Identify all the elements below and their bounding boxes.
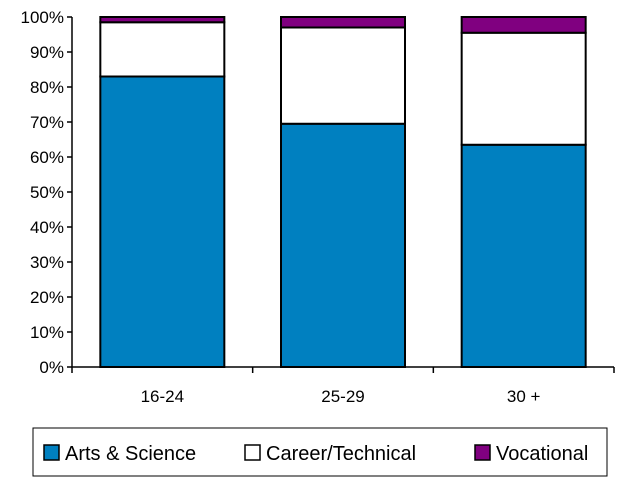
axes-group: 0% 10% 20% 30% 40% 50% 60% 70% 80% 90% 100% 16-24 25… — [21, 8, 615, 406]
x-tick-label: 30 + — [507, 387, 541, 406]
y-tick-label: 60% — [30, 148, 64, 167]
bar-segment-1-3 — [460, 143, 587, 368]
legend-swatch — [244, 444, 261, 461]
y-tick-label: 50% — [30, 183, 64, 202]
bar-segment-2-1 — [99, 21, 226, 78]
legend-label: Career/Technical — [266, 443, 416, 465]
y-tick-label: 10% — [30, 323, 64, 342]
bar-segment-3-1 — [99, 16, 226, 24]
bars-group — [99, 16, 587, 368]
bar-segment-1-1 — [99, 75, 226, 368]
bar-segment-2-2 — [280, 26, 406, 125]
bar-segment-3-3 — [460, 16, 587, 34]
legend-label: Arts & Science — [65, 443, 196, 465]
y-tick-label: 70% — [30, 113, 64, 132]
legend-box — [32, 427, 608, 477]
y-tick-label: 30% — [30, 253, 64, 272]
bar-segment-3-2 — [280, 16, 406, 29]
legend-label: Vocational — [496, 443, 588, 465]
legend-swatch — [474, 444, 491, 461]
y-tick-label: 40% — [30, 218, 64, 237]
x-tick-label: 25-29 — [321, 387, 364, 406]
y-tick-label: 90% — [30, 43, 64, 62]
y-tick-label: 0% — [39, 358, 64, 377]
bar-segment-1-2 — [280, 122, 406, 368]
bar-segment-2-3 — [460, 31, 587, 146]
y-tick-label: 20% — [30, 288, 64, 307]
legend: Arts & Science Career/Technical Vocational — [32, 427, 608, 477]
y-tick-label: 80% — [30, 78, 64, 97]
y-tick-label: 100% — [21, 8, 64, 27]
x-tick-label: 16-24 — [141, 387, 184, 406]
legend-swatch — [43, 444, 60, 461]
